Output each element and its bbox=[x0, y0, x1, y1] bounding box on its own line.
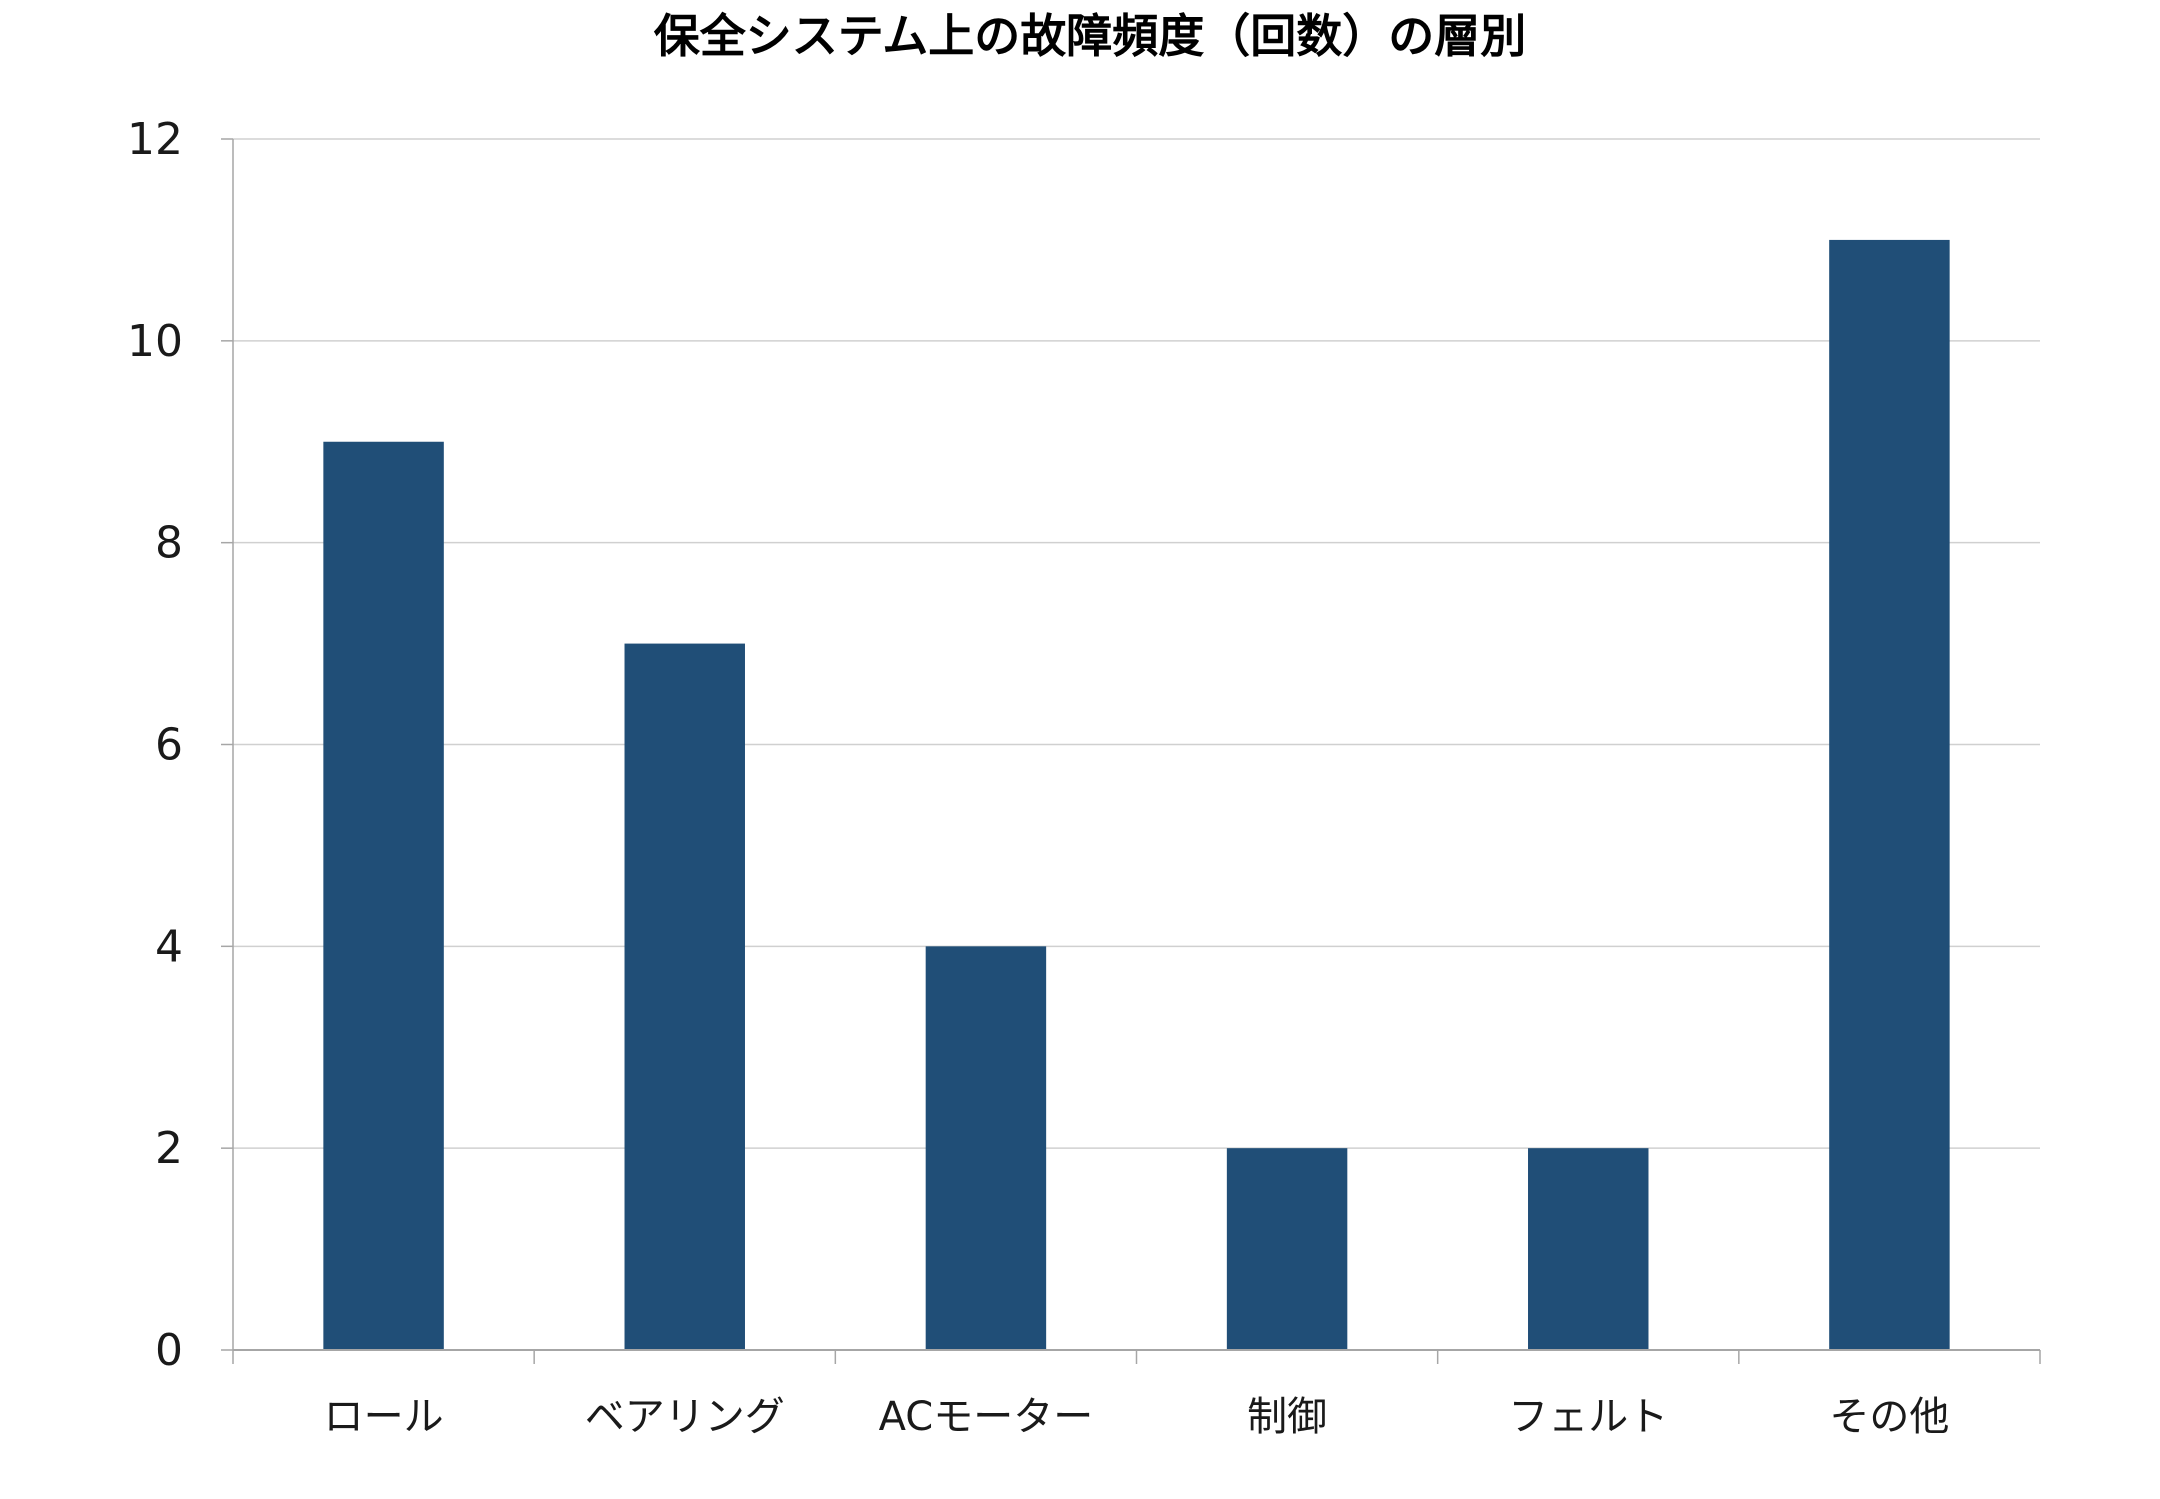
y-tick-label: 4 bbox=[155, 921, 183, 972]
bar bbox=[925, 946, 1047, 1350]
y-tick-label: 12 bbox=[127, 114, 183, 165]
y-tick-label: 0 bbox=[155, 1325, 183, 1376]
y-tick-label: 6 bbox=[155, 720, 183, 771]
x-axis-category-labels: ロール ベアリング ACモーター 制御 フェルト その他 bbox=[324, 1394, 1950, 1440]
x-category-label: その他 bbox=[1829, 1394, 1949, 1440]
axes bbox=[221, 138, 2041, 1364]
x-category-label: ベアリング bbox=[585, 1394, 785, 1440]
bar bbox=[1829, 239, 1950, 1351]
bar bbox=[1226, 1148, 1348, 1350]
x-category-label: ロール bbox=[324, 1394, 444, 1440]
x-category-label: 制御 bbox=[1247, 1394, 1327, 1440]
chart-title: 保全システム上の故障頻度（回数）の層別 bbox=[654, 9, 1527, 63]
y-axis-tick-labels: 0 2 4 6 8 10 12 bbox=[127, 114, 183, 1376]
x-category-label: ACモーター bbox=[879, 1394, 1094, 1440]
y-tick-label: 2 bbox=[155, 1123, 183, 1174]
bar bbox=[1528, 1148, 1649, 1350]
bar bbox=[323, 441, 444, 1350]
x-category-label: フェルト bbox=[1508, 1394, 1668, 1440]
gridlines bbox=[233, 138, 2040, 1149]
y-tick-label: 8 bbox=[155, 518, 183, 569]
y-tick-label: 10 bbox=[127, 316, 183, 367]
bars bbox=[323, 239, 1950, 1351]
bar bbox=[624, 643, 745, 1350]
